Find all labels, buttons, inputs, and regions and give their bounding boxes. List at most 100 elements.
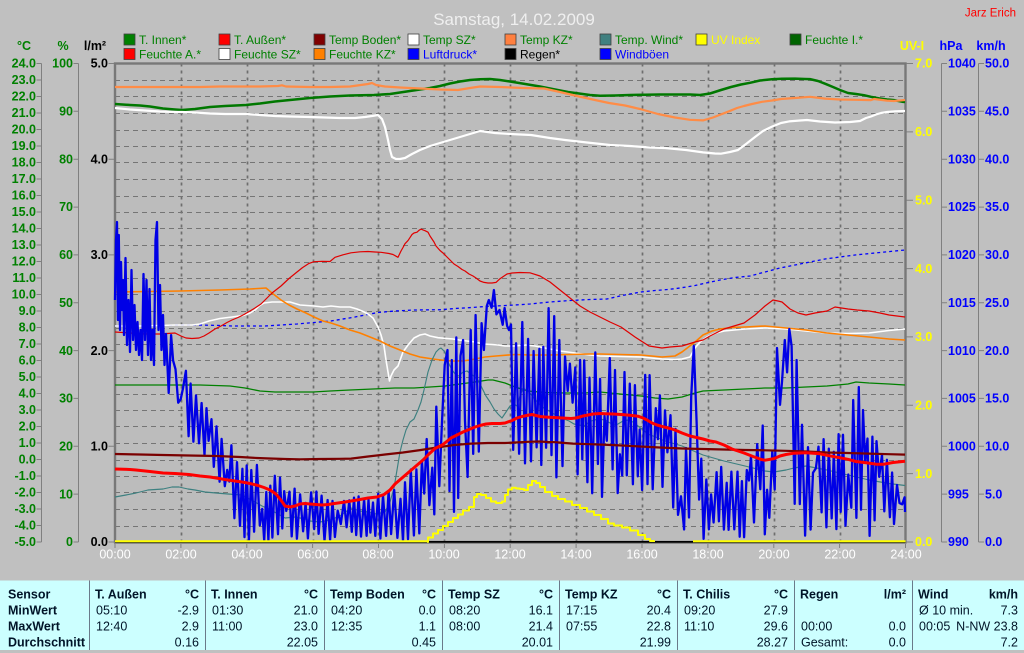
svg-text:22:00: 22:00	[824, 548, 855, 562]
svg-text:Temp. Wind*: Temp. Wind*	[615, 33, 683, 47]
svg-text:17:15: 17:15	[566, 604, 597, 618]
svg-text:7.0: 7.0	[915, 57, 932, 71]
svg-text:0.0: 0.0	[889, 620, 906, 634]
svg-text:08:00: 08:00	[362, 548, 393, 562]
svg-text:°C: °C	[304, 588, 318, 602]
svg-text:28.27: 28.27	[757, 636, 788, 650]
svg-text:0.0: 0.0	[91, 535, 108, 549]
svg-text:1.0: 1.0	[19, 436, 36, 450]
svg-text:2.0: 2.0	[19, 420, 36, 434]
svg-text:12:40: 12:40	[96, 620, 127, 634]
svg-text:15.0: 15.0	[985, 392, 1009, 406]
svg-text:01:30: 01:30	[212, 604, 243, 618]
svg-text:1.1: 1.1	[419, 620, 436, 634]
svg-text:Feuchte I.*: Feuchte I.*	[805, 33, 863, 47]
svg-text:12.0: 12.0	[12, 255, 36, 269]
svg-text:12:35: 12:35	[331, 620, 362, 634]
svg-text:5.0: 5.0	[19, 370, 36, 384]
svg-text:24.0: 24.0	[12, 57, 36, 71]
svg-text:2.9: 2.9	[182, 620, 199, 634]
svg-text:04:00: 04:00	[231, 548, 262, 562]
svg-text:990: 990	[948, 535, 969, 549]
svg-text:50: 50	[59, 296, 73, 310]
svg-text:2.0: 2.0	[915, 399, 932, 413]
svg-text:16.0: 16.0	[12, 189, 36, 203]
svg-text:Feuchte SZ*: Feuchte SZ*	[234, 48, 301, 62]
svg-text:Durchschnitt: Durchschnitt	[8, 636, 86, 650]
svg-text:T. Chilis: T. Chilis	[683, 588, 730, 602]
svg-text:-2.9: -2.9	[177, 604, 199, 618]
svg-text:29.6: 29.6	[764, 620, 788, 634]
svg-text:7.2: 7.2	[1001, 636, 1018, 650]
svg-text:30: 30	[59, 392, 73, 406]
svg-text:15.0: 15.0	[12, 205, 36, 219]
svg-text:Regen*: Regen*	[520, 48, 560, 62]
svg-text:20.0: 20.0	[985, 344, 1009, 358]
svg-text:20:00: 20:00	[758, 548, 789, 562]
svg-text:3.0: 3.0	[91, 248, 108, 262]
svg-text:°C: °C	[185, 588, 199, 602]
svg-text:10: 10	[59, 487, 73, 501]
svg-text:08:00: 08:00	[449, 620, 480, 634]
svg-text:6.0: 6.0	[19, 354, 36, 368]
svg-text:hPa: hPa	[940, 39, 964, 53]
svg-text:05:10: 05:10	[96, 604, 127, 618]
svg-text:1025: 1025	[948, 200, 976, 214]
svg-text:Wind: Wind	[918, 588, 948, 602]
svg-text:27.9: 27.9	[764, 604, 788, 618]
svg-text:8.0: 8.0	[19, 321, 36, 335]
svg-text:19.0: 19.0	[12, 139, 36, 153]
svg-text:Temp Boden*: Temp Boden*	[329, 33, 401, 47]
svg-text:9.0: 9.0	[19, 304, 36, 318]
svg-text:Samstag, 14.02.2009: Samstag, 14.02.2009	[433, 10, 595, 29]
svg-text:4.0: 4.0	[915, 262, 932, 276]
svg-text:08:20: 08:20	[449, 604, 480, 618]
svg-text:1015: 1015	[948, 296, 976, 310]
svg-text:17.0: 17.0	[12, 172, 36, 186]
svg-text:04:20: 04:20	[331, 604, 362, 618]
svg-text:1030: 1030	[948, 152, 976, 166]
svg-text:21.0: 21.0	[294, 604, 318, 618]
svg-text:5.0: 5.0	[91, 57, 108, 71]
svg-text:16:00: 16:00	[626, 548, 657, 562]
svg-text:T. Außen: T. Außen	[95, 588, 147, 602]
svg-text:35.0: 35.0	[985, 200, 1009, 214]
svg-text:-3.0: -3.0	[14, 502, 36, 516]
svg-text:1000: 1000	[948, 440, 976, 454]
svg-text:MaxWert: MaxWert	[8, 620, 61, 634]
svg-text:%: %	[57, 39, 68, 53]
svg-text:20.0: 20.0	[12, 123, 36, 137]
svg-text:Feuchte A.*: Feuchte A.*	[139, 48, 201, 62]
svg-text:90: 90	[59, 105, 73, 119]
svg-text:0.0: 0.0	[985, 535, 1002, 549]
svg-text:21.99: 21.99	[640, 636, 671, 650]
svg-text:00:00: 00:00	[801, 620, 832, 634]
svg-text:°C: °C	[657, 588, 671, 602]
svg-text:5.0: 5.0	[915, 193, 932, 207]
svg-text:Ø 10 min.: Ø 10 min.	[919, 604, 973, 618]
svg-text:-5.0: -5.0	[14, 535, 36, 549]
svg-text:Temp SZ: Temp SZ	[448, 588, 500, 602]
svg-text:09:20: 09:20	[684, 604, 715, 618]
svg-text:4.0: 4.0	[91, 152, 108, 166]
svg-text:Feuchte KZ*: Feuchte KZ*	[329, 48, 396, 62]
svg-text:02:00: 02:00	[165, 548, 196, 562]
svg-text:22.8: 22.8	[647, 620, 671, 634]
svg-text:Windböen: Windböen	[615, 48, 669, 62]
svg-text:20.01: 20.01	[522, 636, 553, 650]
svg-text:22.05: 22.05	[287, 636, 318, 650]
svg-text:Regen: Regen	[800, 588, 838, 602]
svg-text:0.0: 0.0	[419, 604, 436, 618]
svg-text:3.0: 3.0	[915, 330, 932, 344]
svg-text:°C: °C	[539, 588, 553, 602]
svg-text:Sensor: Sensor	[8, 588, 51, 602]
svg-text:1005: 1005	[948, 392, 976, 406]
svg-text:14:00: 14:00	[560, 548, 591, 562]
svg-text:0: 0	[66, 535, 73, 549]
svg-text:10:00: 10:00	[428, 548, 459, 562]
svg-text:l/m²: l/m²	[84, 39, 106, 53]
svg-text:30.0: 30.0	[985, 248, 1009, 262]
svg-text:l/m²: l/m²	[884, 588, 906, 602]
svg-text:°C: °C	[17, 39, 31, 53]
svg-text:23.0: 23.0	[294, 620, 318, 634]
